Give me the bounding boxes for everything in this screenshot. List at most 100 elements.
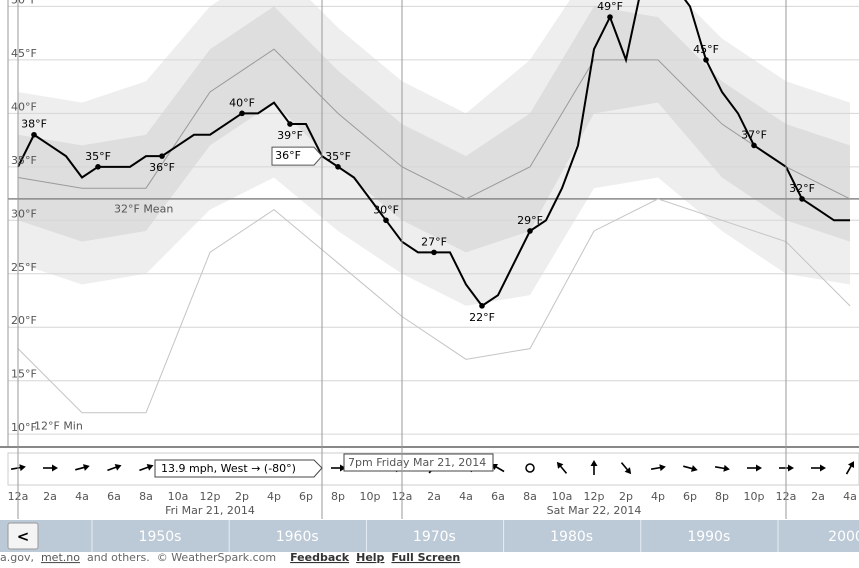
point [159,153,165,159]
wind-arrow [683,465,698,472]
wind-arrow-head [83,464,90,471]
wind-arrow [331,464,346,472]
data-label: 27°F [421,235,447,248]
point [95,164,101,170]
wind-arrow [650,464,666,472]
x-tick-label: 6p [683,490,697,503]
x-tick-label: 8p [715,490,729,503]
x-tick-label: 4a [843,490,857,503]
wind-arrow [811,464,826,472]
mean-line [17,48,851,200]
x-tick-label: 6a [491,490,505,503]
point [31,131,37,138]
point [335,164,341,170]
decade-label[interactable]: 1970s [413,529,456,545]
y-tick-label: 15°F [11,368,37,381]
x-tick-label: 10a [552,490,573,503]
wind-arrow-head [52,464,58,472]
wind-arrow [590,460,598,475]
x-tick-label: 10p [360,490,381,503]
data-label: 35°F [85,150,111,163]
wind-arrow [714,464,730,472]
x-tick-label: 2p [235,490,249,503]
footer-link[interactable]: Full Screen [391,551,460,564]
time-tooltip: 7pm Friday Mar 21, 2014 [348,456,486,469]
footer-link[interactable]: Help [356,551,384,564]
timeline [0,520,859,552]
x-tick-label: 4p [651,490,665,503]
wind-arrow-head [659,464,666,472]
data-label: 38°F [21,118,47,131]
y-tick-label: 25°F [11,261,37,274]
wind-arrow-head [820,464,826,472]
wind-arrow [779,464,794,472]
time-tooltip-box [343,453,494,472]
x-tick-label: 4p [267,490,281,503]
x-tick-label: 2a [43,490,57,503]
wind-arrow-head [114,464,122,471]
wind-arrow [139,464,154,472]
wind-arrow [107,464,122,472]
inner-band [18,6,850,253]
x-tick-label: 10p [744,490,765,503]
wind-tooltip: 13.9 mph, West → (-80°) [161,462,296,475]
min-line [17,198,851,414]
wind-arrow-head [847,461,855,469]
x-tick-label: 12p [200,490,221,503]
footer-text: a.gov, [0,551,34,564]
wind-arrow [620,462,632,475]
decade-label[interactable]: 1950s [139,529,182,545]
wind-arrow [10,464,26,472]
footer: a.gov, met.no and others. © WeatherSpark.co… [0,551,460,564]
footer-link[interactable]: met.no [41,551,80,564]
data-label: 40°F [229,96,255,109]
x-tick-label: 10a [168,490,189,503]
wind-arrow [43,464,58,472]
x-tick-label: 6a [107,490,121,503]
point [751,142,757,149]
data-label: 37°F [741,128,767,141]
x-tick-label: 2p [619,490,633,503]
footer-text: and others. [87,551,150,564]
x-tick-label: 2a [811,490,825,503]
wind-arrow-head [624,467,632,475]
tooltips: 36°F 13.9 mph, West → (-80°) 7pm Friday Ma… [154,146,494,478]
point [479,303,485,309]
wind-arrow-head [146,464,154,471]
decade-label[interactable]: 1960s [276,529,319,545]
point [703,57,709,63]
decade-label[interactable]: 1990s [687,529,730,545]
y-tick-label: 45°F [11,47,37,60]
point [383,217,389,224]
y-tick-label: 50°F [11,0,37,6]
wind-arrow-head [723,464,730,472]
x-tick-label: 4a [75,490,89,503]
point [527,228,533,234]
data-label: 45°F [693,43,719,56]
wind-arrow-head [691,465,698,472]
decade-label[interactable]: 2000 [828,529,859,545]
wind-arrow-head [590,460,598,466]
wind-arrow-head [340,464,346,472]
x-tick-label: 4a [459,490,473,503]
data-label: 35°F [325,150,351,163]
point [239,110,245,117]
wind-arrow [75,464,90,471]
data-label: 29°F [517,214,543,227]
x-tick-label: 6p [299,490,313,503]
point [287,121,293,127]
data-label: 30°F [373,203,399,216]
back-button[interactable] [7,522,39,550]
data-label: 36°F [149,161,175,174]
point [799,196,805,202]
annotation: 12°F Min [34,420,83,433]
back-button-label[interactable]: < [17,528,30,546]
x-tick-label: 2a [427,490,441,503]
point [607,14,613,20]
y-tick-label: 10°F [11,421,37,434]
footer-link[interactable]: Feedback [290,551,350,564]
day-label: Sat Mar 22, 2014 [547,504,642,517]
decade-label[interactable]: 1980s [550,529,593,545]
